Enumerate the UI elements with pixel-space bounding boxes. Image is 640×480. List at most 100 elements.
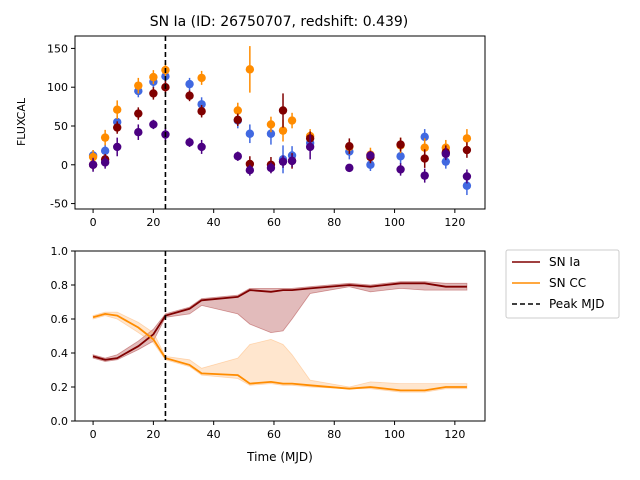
- bottom-x-tick-label: 100: [384, 428, 405, 441]
- flux-point: [441, 149, 451, 159]
- flux-point: [396, 140, 405, 149]
- flux-point: [233, 115, 242, 124]
- flux-point: [396, 165, 405, 174]
- legend-label-sn-cc: SN CC: [549, 276, 586, 290]
- flux-point: [245, 159, 255, 169]
- flux-point: [366, 160, 375, 169]
- bottom-y-tick-label: 0.8: [51, 279, 69, 292]
- bottom-ticks: 0 20 40 60 80 100 120 0.0 0.2 0.4 0.6 0.8 1.0: [51, 245, 466, 441]
- flux-series-3: [88, 119, 472, 184]
- flux-point: [441, 157, 451, 166]
- top-y-tick-label: 150: [47, 42, 68, 55]
- flux-point: [462, 172, 472, 181]
- flux-point: [233, 106, 242, 115]
- flux-point: [113, 105, 122, 114]
- flux-point: [345, 163, 354, 173]
- flux-point: [185, 91, 194, 100]
- flux-point: [420, 154, 429, 163]
- bottom-y-tick-label: 0.0: [51, 415, 69, 428]
- bottom-x-tick-label: 120: [444, 428, 465, 441]
- top-y-tick-label: 0: [61, 159, 68, 172]
- prob-band-1: [92, 311, 468, 393]
- bottom-x-axis-label: Time (MJD): [246, 450, 313, 464]
- chart-title: SN Ia (ID: 26750707, redshift: 0.439): [150, 14, 409, 30]
- bottom-axes-frame: [74, 250, 486, 422]
- flux-point: [134, 81, 143, 90]
- top-x-tick-label: 20: [146, 216, 160, 229]
- flux-point: [88, 152, 98, 162]
- flux-point: [287, 116, 297, 125]
- top-x-tick-label: 100: [384, 216, 405, 229]
- bottom-y-tick-label: 1.0: [51, 245, 69, 258]
- flux-point: [266, 129, 276, 138]
- flux-point: [100, 146, 110, 156]
- flux-point: [149, 72, 158, 82]
- bottom-x-tick-label: 0: [90, 428, 97, 441]
- flux-point: [233, 152, 242, 161]
- flux-point: [420, 143, 429, 152]
- flux-point: [245, 129, 255, 138]
- bottom-y-tick-label: 0.4: [51, 347, 69, 360]
- flux-point: [197, 107, 206, 116]
- top-ticks: 0 20 40 60 80 100 120 -50 0 50 100 150: [47, 42, 465, 229]
- top-y-tick-label: 50: [54, 120, 68, 133]
- flux-point: [113, 142, 122, 152]
- bottom-y-tick-label: 0.2: [51, 381, 69, 394]
- legend-label-peak-mjd: Peak MJD: [549, 297, 604, 311]
- top-x-tick-label: 120: [444, 216, 465, 229]
- flux-point: [100, 158, 110, 167]
- flux-point: [266, 120, 276, 129]
- flux-point: [345, 141, 354, 151]
- legend: SN Ia SN CC Peak MJD: [505, 249, 620, 319]
- top-x-tick-label: 80: [327, 216, 341, 229]
- top-plot-area: [88, 36, 472, 209]
- legend-label-sn-ia: SN Ia: [549, 255, 580, 269]
- flux-point: [245, 166, 255, 175]
- flux-point: [420, 171, 429, 180]
- top-y-tick-label: -50: [50, 198, 68, 211]
- flux-point: [420, 132, 429, 142]
- flux-point: [245, 65, 255, 74]
- flux-point: [197, 142, 206, 152]
- top-x-tick-label: 60: [267, 216, 281, 229]
- flux-point: [305, 142, 315, 152]
- flux-point: [287, 156, 297, 166]
- flux-point: [366, 151, 375, 160]
- flux-point: [100, 133, 110, 142]
- flux-point: [266, 163, 276, 173]
- flux-point: [278, 106, 288, 115]
- flux-point: [462, 145, 472, 155]
- flux-point: [197, 73, 206, 83]
- top-panel: 0 20 40 60 80 100 120 -50 0 50 100 150 FLUXCAL: [15, 35, 486, 229]
- flux-series-1: [88, 46, 472, 165]
- top-x-tick-label: 0: [90, 216, 97, 229]
- flux-point: [134, 109, 143, 118]
- flux-point: [197, 100, 206, 109]
- bottom-plot-area: [92, 251, 468, 421]
- top-y-axis-label: FLUXCAL: [15, 97, 28, 146]
- flux-point: [278, 126, 288, 135]
- bottom-x-tick-label: 60: [267, 428, 281, 441]
- top-axes-frame: [74, 35, 486, 210]
- flux-point: [462, 181, 472, 190]
- prob-band-0: [92, 281, 468, 362]
- bottom-x-tick-label: 40: [207, 428, 221, 441]
- flux-point: [185, 138, 194, 147]
- bottom-x-tick-label: 20: [146, 428, 160, 441]
- flux-point: [134, 127, 143, 137]
- flux-point: [462, 134, 472, 143]
- bottom-y-tick-label: 0.6: [51, 313, 69, 326]
- flux-point: [149, 120, 158, 129]
- flux-point: [113, 123, 122, 132]
- bottom-panel: 0 20 40 60 80 100 120 0.0 0.2 0.4 0.6 0.8 1.0 Time (…: [51, 245, 486, 464]
- flux-point: [88, 160, 98, 169]
- flux-point: [396, 152, 405, 161]
- flux-point: [185, 79, 194, 89]
- prob-line-1: [92, 312, 467, 392]
- top-y-tick-label: 100: [47, 81, 68, 94]
- flux-point: [278, 157, 288, 166]
- flux-point: [149, 89, 158, 98]
- prob-line-0: [92, 282, 467, 361]
- bottom-x-tick-label: 80: [327, 428, 341, 441]
